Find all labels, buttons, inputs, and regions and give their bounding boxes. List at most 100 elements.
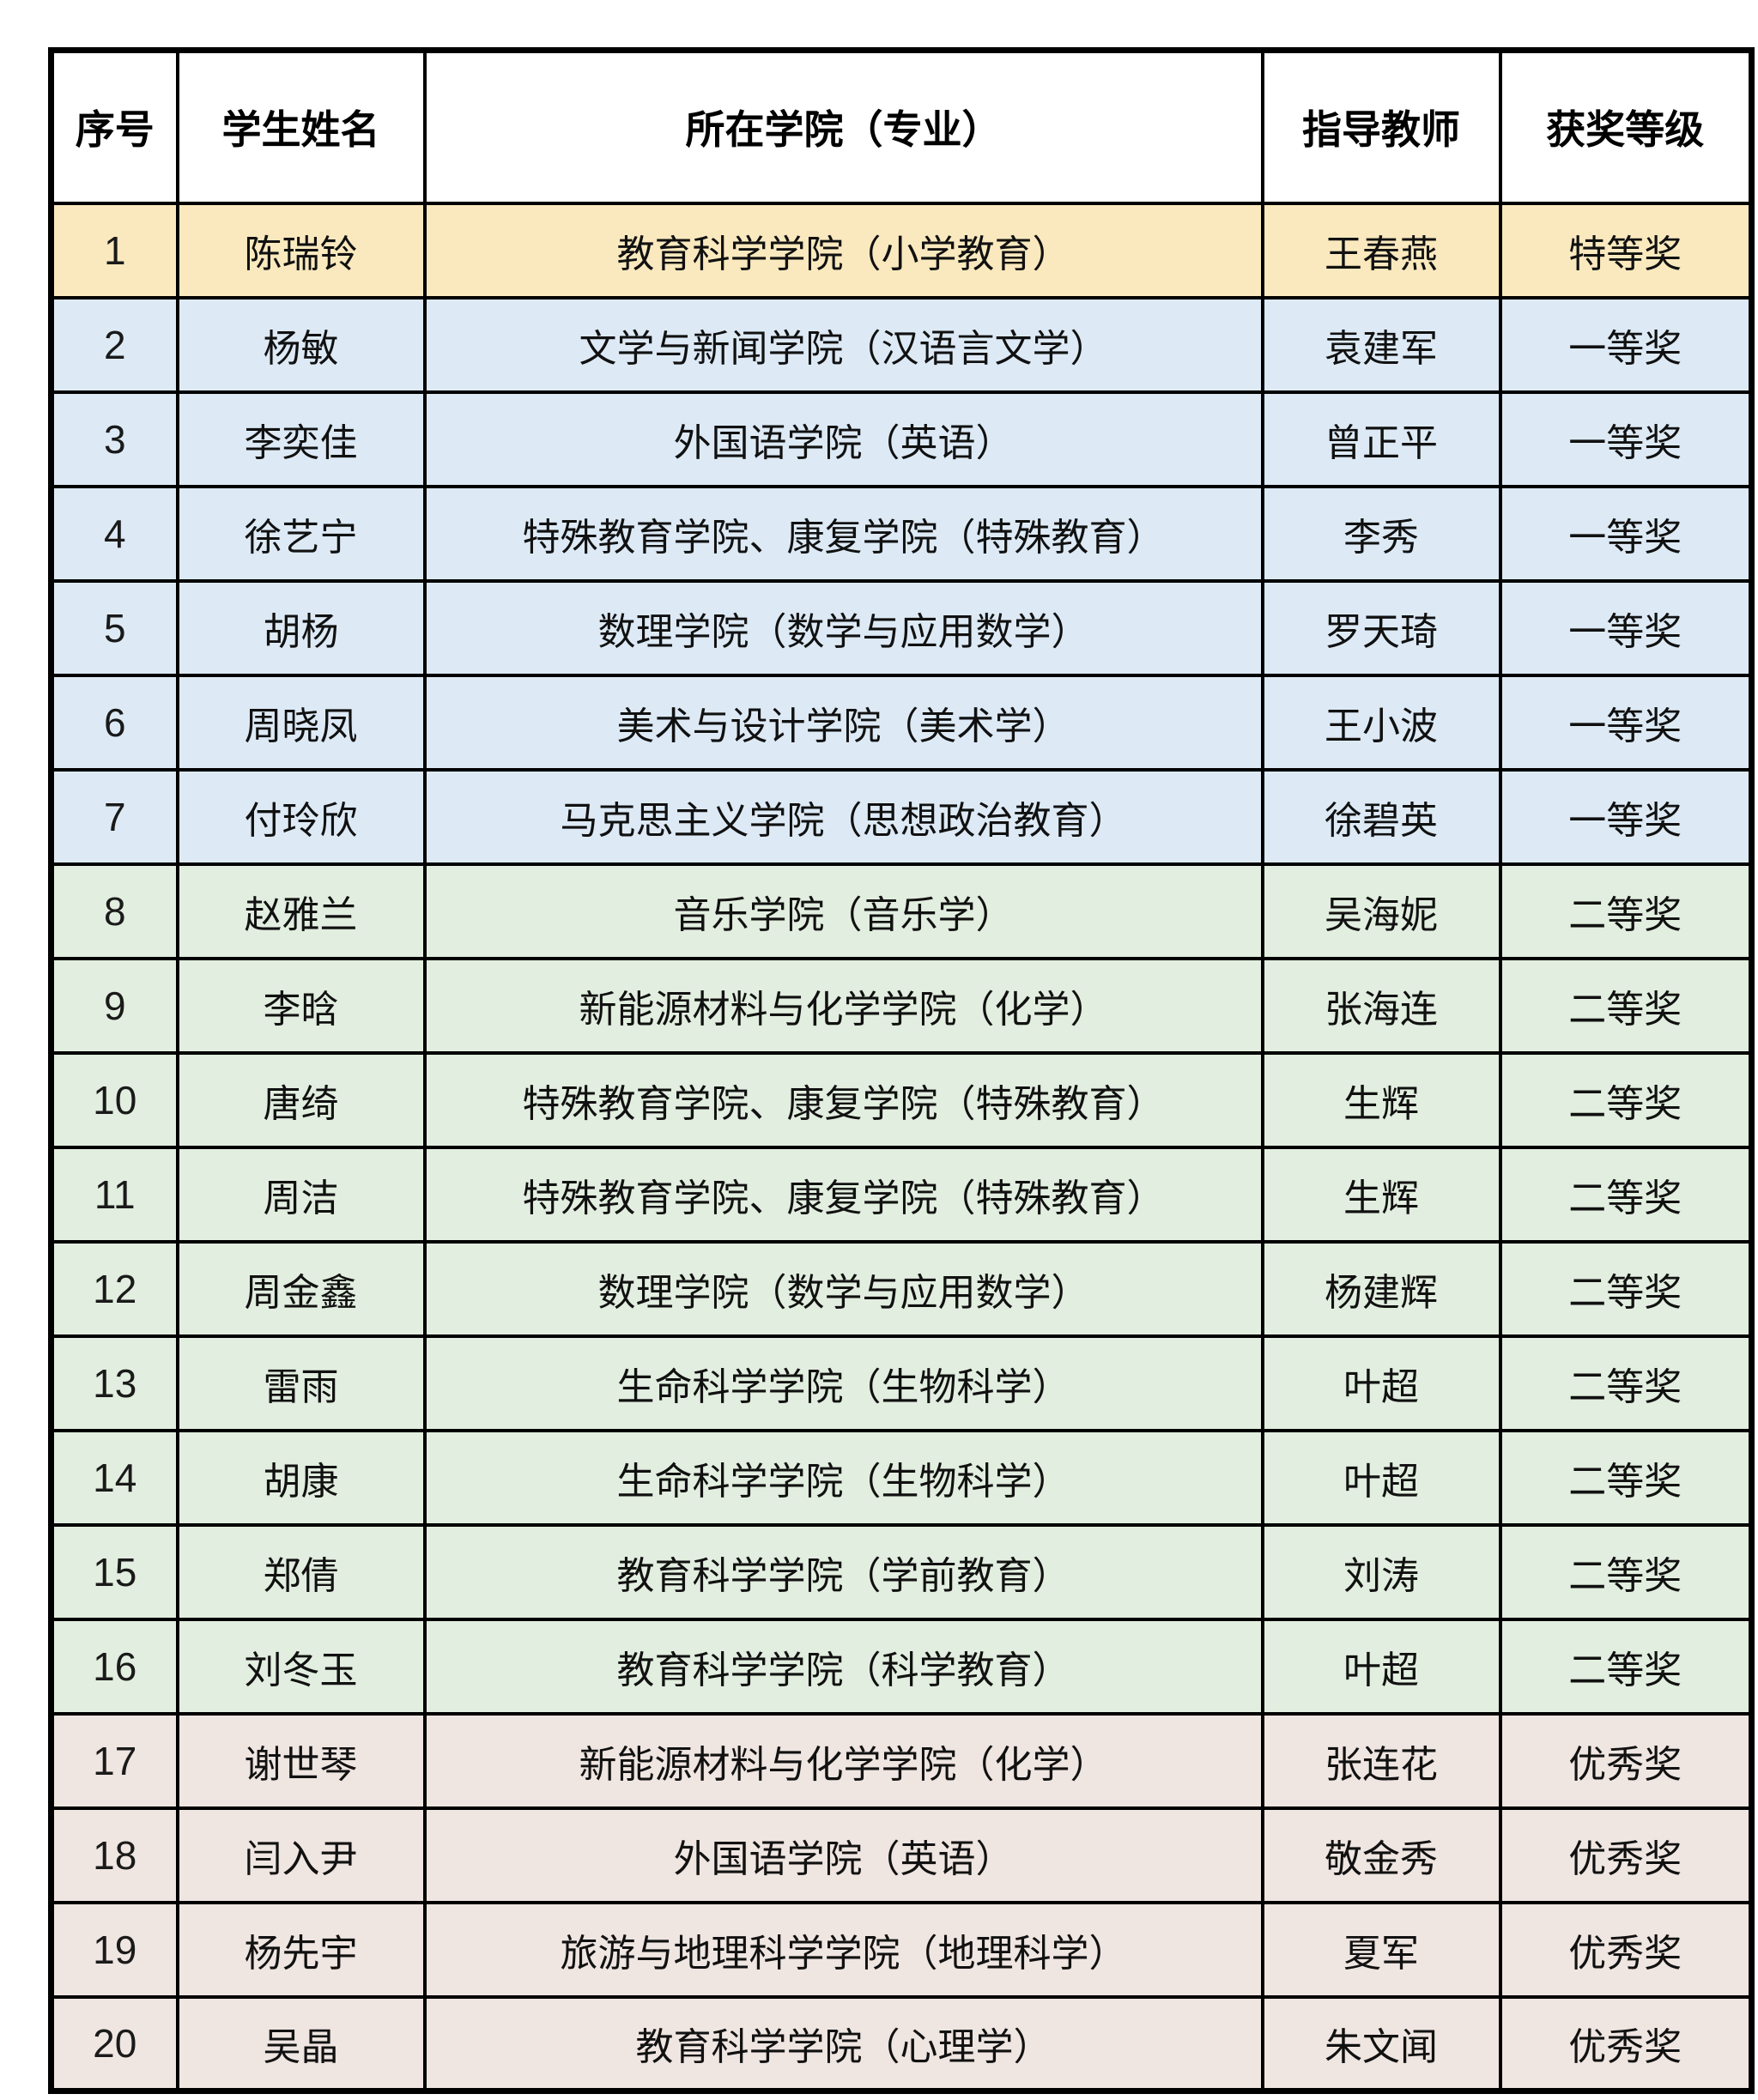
- student-name-cell: 谢世琴: [175, 1711, 427, 1810]
- table-row: 15 郑倩 教育科学学院（学前教育） 刘涛 二等奖: [49, 1522, 1754, 1621]
- college-major-cell: 音乐学院（音乐学）: [422, 862, 1264, 960]
- award-level-cell: 二等奖: [1498, 862, 1754, 960]
- college-major-cell: 数理学院（数学与应用数学）: [422, 578, 1264, 677]
- college-major-cell: 教育科学学院（科学教育）: [422, 1617, 1264, 1716]
- row-index-cell: 14: [49, 1428, 179, 1527]
- table-row: 16 刘冬玉 教育科学学院（科学教育） 叶超 二等奖: [49, 1617, 1754, 1716]
- college-major-cell: 教育科学学院（学前教育）: [422, 1522, 1264, 1621]
- row-index-cell: 6: [49, 673, 179, 772]
- award-level-cell: 优秀奖: [1498, 1806, 1754, 1904]
- advisor-cell: 王春燕: [1260, 201, 1502, 300]
- row-index-cell: 17: [49, 1711, 179, 1810]
- advisor-cell: 夏军: [1260, 1900, 1502, 1999]
- student-name-cell: 徐艺宁: [175, 484, 427, 583]
- advisor-cell: 张海连: [1260, 956, 1502, 1055]
- college-major-cell: 外国语学院（英语）: [422, 390, 1264, 488]
- student-name-cell: 胡杨: [175, 578, 427, 677]
- row-index-cell: 9: [49, 956, 179, 1055]
- advisor-cell: 生辉: [1260, 1145, 1502, 1244]
- college-major-cell: 文学与新闻学院（汉语言文学）: [422, 295, 1264, 394]
- college-major-cell: 新能源材料与化学学院（化学）: [422, 956, 1264, 1055]
- college-major-cell: 特殊教育学院、康复学院（特殊教育）: [422, 484, 1264, 583]
- advisor-cell: 杨建辉: [1260, 1239, 1502, 1338]
- header-row: 序号 学生姓名 所在学院（专业） 指导教师 获奖等级: [49, 48, 1754, 205]
- award-level-cell: 一等奖: [1498, 673, 1754, 772]
- award-level-cell: 二等奖: [1498, 956, 1754, 1055]
- table-row: 11 周洁 特殊教育学院、康复学院（特殊教育） 生辉 二等奖: [49, 1145, 1754, 1244]
- table-row: 10 唐绮 特殊教育学院、康复学院（特殊教育） 生辉 二等奖: [49, 1050, 1754, 1149]
- table-row: 5 胡杨 数理学院（数学与应用数学） 罗天琦 一等奖: [49, 578, 1754, 677]
- table-body: 1 陈瑞铃 教育科学学院（小学教育） 王春燕 特等奖 2 杨敏 文学与新闻学院（汉语言文学）袁…: [49, 201, 1754, 2093]
- header-cell-college: 所在学院（专业）: [422, 48, 1264, 205]
- table-row: 7 付玲欣 马克思主义学院（思想政治教育） 徐碧英 一等奖: [49, 767, 1754, 866]
- student-name-cell: 周晓凤: [175, 673, 427, 772]
- advisor-cell: 罗天琦: [1260, 578, 1502, 677]
- row-index-cell: 12: [49, 1239, 179, 1338]
- table-row: 12 周金鑫 数理学院（数学与应用数学） 杨建辉 二等奖: [49, 1239, 1754, 1338]
- table-row: 14 胡康 生命科学学院（生物科学） 叶超 二等奖: [49, 1428, 1754, 1527]
- student-name-cell: 杨先宇: [175, 1900, 427, 1999]
- student-name-cell: 郑倩: [175, 1522, 427, 1621]
- award-level-cell: 二等奖: [1498, 1334, 1754, 1432]
- award-level-cell: 一等奖: [1498, 390, 1754, 488]
- advisor-cell: 曾正平: [1260, 390, 1502, 488]
- student-name-cell: 赵雅兰: [175, 862, 427, 960]
- student-name-cell: 李晗: [175, 956, 427, 1055]
- student-name-cell: 胡康: [175, 1428, 427, 1527]
- row-index-cell: 20: [49, 1994, 179, 2093]
- advisor-cell: 朱文闻: [1260, 1994, 1502, 2093]
- award-level-cell: 优秀奖: [1498, 1711, 1754, 1810]
- row-index-cell: 8: [49, 862, 179, 960]
- table-row: 13 雷雨 生命科学学院（生物科学） 叶超 二等奖: [49, 1334, 1754, 1432]
- advisor-cell: 王小波: [1260, 673, 1502, 772]
- college-major-cell: 特殊教育学院、康复学院（特殊教育）: [422, 1145, 1264, 1244]
- advisor-cell: 敬金秀: [1260, 1806, 1502, 1904]
- college-major-cell: 教育科学学院（心理学）: [422, 1994, 1264, 2093]
- advisor-cell: 叶超: [1260, 1617, 1502, 1716]
- student-name-cell: 吴晶: [175, 1994, 427, 2093]
- award-level-cell: 二等奖: [1498, 1428, 1754, 1527]
- award-level-cell: 一等奖: [1498, 767, 1754, 866]
- row-index-cell: 7: [49, 767, 179, 866]
- college-major-cell: 教育科学学院（小学教育）: [422, 201, 1264, 300]
- advisor-cell: 李秀: [1260, 484, 1502, 583]
- award-level-cell: 优秀奖: [1498, 1994, 1754, 2093]
- table-row: 2 杨敏 文学与新闻学院（汉语言文学） 袁建军 一等奖: [49, 295, 1754, 394]
- table-row: 3 李奕佳 外国语学院（英语） 曾正平 一等奖: [49, 390, 1754, 488]
- college-major-cell: 新能源材料与化学学院（化学）: [422, 1711, 1264, 1810]
- row-index-cell: 4: [49, 484, 179, 583]
- student-name-cell: 周金鑫: [175, 1239, 427, 1338]
- row-index-cell: 19: [49, 1900, 179, 1999]
- advisor-cell: 袁建军: [1260, 295, 1502, 394]
- student-name-cell: 杨敏: [175, 295, 427, 394]
- advisor-cell: 叶超: [1260, 1334, 1502, 1432]
- award-level-cell: 二等奖: [1498, 1617, 1754, 1716]
- header-cell-award: 获奖等级: [1498, 48, 1754, 205]
- award-level-cell: 二等奖: [1498, 1239, 1754, 1338]
- award-level-cell: 优秀奖: [1498, 1900, 1754, 1999]
- college-major-cell: 数理学院（数学与应用数学）: [422, 1239, 1264, 1338]
- table-row: 9 李晗 新能源材料与化学学院（化学） 张海连 二等奖: [49, 956, 1754, 1055]
- college-major-cell: 马克思主义学院（思想政治教育）: [422, 767, 1264, 866]
- advisor-cell: 张连花: [1260, 1711, 1502, 1810]
- row-index-cell: 10: [49, 1050, 179, 1149]
- advisor-cell: 吴海妮: [1260, 862, 1502, 960]
- table-row: 19 杨先宇 旅游与地理科学学院（地理科学） 夏军 优秀奖: [49, 1900, 1754, 1999]
- student-name-cell: 周洁: [175, 1145, 427, 1244]
- table-header: 序号 学生姓名 所在学院（专业） 指导教师 获奖等级: [49, 48, 1754, 205]
- student-name-cell: 唐绮: [175, 1050, 427, 1149]
- student-name-cell: 闫入尹: [175, 1806, 427, 1904]
- award-level-cell: 一等奖: [1498, 484, 1754, 583]
- advisor-cell: 徐碧英: [1260, 767, 1502, 866]
- table-row: 20 吴晶 教育科学学院（心理学） 朱文闻 优秀奖: [49, 1994, 1754, 2093]
- table-row: 17 谢世琴 新能源材料与化学学院（化学） 张连花 优秀奖: [49, 1711, 1754, 1810]
- advisor-cell: 刘涛: [1260, 1522, 1502, 1621]
- award-level-cell: 一等奖: [1498, 295, 1754, 394]
- advisor-cell: 生辉: [1260, 1050, 1502, 1149]
- college-major-cell: 美术与设计学院（美术学）: [422, 673, 1264, 772]
- header-cell-teacher: 指导教师: [1260, 48, 1502, 205]
- award-level-cell: 二等奖: [1498, 1050, 1754, 1149]
- student-name-cell: 刘冬玉: [175, 1617, 427, 1716]
- row-index-cell: 15: [49, 1522, 179, 1621]
- row-index-cell: 5: [49, 578, 179, 677]
